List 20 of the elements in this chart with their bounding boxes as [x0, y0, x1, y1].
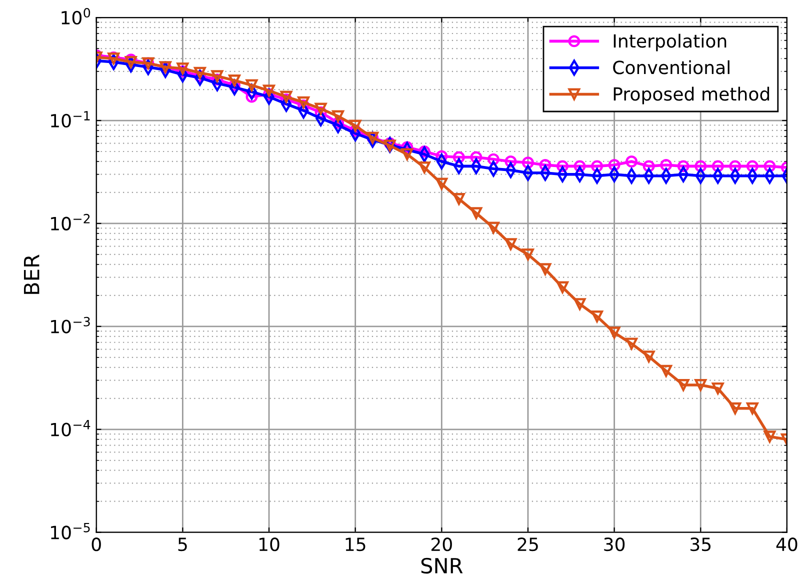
y-tick-label: 10$^{0}$	[62, 8, 90, 25]
x-tick-label: 40	[776, 538, 798, 552]
y-tick-label: 10$^{−2}$	[51, 214, 90, 230]
legend-label: Interpolation	[614, 34, 726, 52]
x-tick-label: 25	[518, 538, 538, 552]
x-axis-title: SNR	[421, 558, 463, 574]
x-tick-label: 15	[346, 538, 366, 552]
y-tick-label: 10$^{−4}$	[51, 420, 90, 436]
legend-label: Proposed method	[614, 86, 770, 104]
x-tick-label: 20	[431, 538, 452, 552]
x-tick-label: 30	[604, 538, 625, 552]
y-tick-label: 10$^{−3}$	[51, 316, 90, 334]
y-tick-label: 10$^{−5}$	[51, 522, 90, 540]
legend-label: Conventional	[613, 60, 730, 74]
x-tick-label: 0	[92, 538, 101, 552]
x-tick-label: 10	[260, 538, 280, 552]
x-tick-label: 5	[178, 538, 187, 552]
y-tick-label: 10$^{−1}$	[51, 111, 90, 128]
x-tick-label: 35	[690, 538, 711, 552]
y-axis-title: BER	[24, 254, 40, 294]
